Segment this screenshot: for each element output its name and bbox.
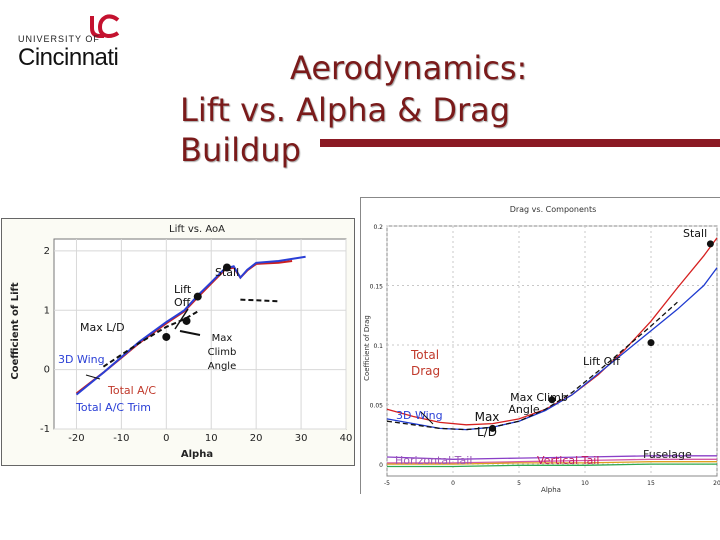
lift-ann-maxclimb-2: Climb bbox=[208, 347, 237, 358]
lift-y-tick-label: 0 bbox=[44, 365, 50, 376]
lift-pointer-maxclimb bbox=[179, 330, 201, 336]
drag-tick-labels: -5 0 5 10 15 20 0 0.05 0.1 0.15 0.2 bbox=[370, 224, 720, 487]
drag-y-tick-label: 0 bbox=[379, 462, 383, 469]
drag-ann-maxclimb-2: Angle bbox=[508, 403, 540, 416]
drag-markers bbox=[489, 240, 714, 432]
drag-plot-area bbox=[386, 225, 718, 477]
drag-ann-maxld-1: Max bbox=[475, 410, 500, 424]
drag-chart-title: Drag vs. Components bbox=[510, 205, 597, 214]
lift-chart-title: Lift vs. AoA bbox=[169, 224, 225, 235]
lift-x-tick-label: -10 bbox=[113, 433, 129, 444]
drag-series-line-4 bbox=[387, 458, 717, 464]
lift-y-tick-label: 2 bbox=[44, 246, 50, 257]
drag-ann-stall: Stall bbox=[683, 227, 707, 240]
lift-marker-lift-off bbox=[193, 292, 202, 301]
lift-series-group bbox=[75, 255, 306, 396]
lift-ann-wing: 3D Wing bbox=[58, 353, 105, 366]
drag-x-tick-label: 5 bbox=[517, 480, 521, 487]
drag-ann-maxclimb-1: Max Climb bbox=[510, 391, 568, 404]
lift-ann-maxld: Max L/D bbox=[80, 321, 125, 334]
drag-y-tick-label: 0.05 bbox=[370, 403, 384, 410]
logo-cincinnati: Cincinnati bbox=[18, 44, 119, 71]
drag-marker-stall bbox=[706, 240, 714, 248]
drag-ann-total-2: Drag bbox=[411, 364, 440, 378]
drag-y-tick-label: 0.15 bbox=[370, 284, 384, 291]
lift-ann-liftoff-2: Off bbox=[174, 296, 191, 309]
drag-x-tick-label: 10 bbox=[581, 480, 589, 487]
lift-x-tick-label: 30 bbox=[295, 433, 308, 444]
lift-x-axis-label: Alpha bbox=[181, 449, 213, 460]
lift-ann-total: Total A/C bbox=[107, 384, 156, 397]
lift-chart-panel: Lift vs. AoA -20 -10 0 10 20 30 40 -1 0 1 2 Alpha … bbox=[1, 218, 355, 466]
lift-ann-trim: Total A/C Trim bbox=[75, 401, 151, 414]
lift-markers bbox=[162, 263, 231, 341]
drag-marker-max-climb bbox=[548, 396, 556, 404]
lift-y-axis-label: Coefficient of Lift bbox=[10, 282, 21, 380]
drag-y-axis-label: Coefficient of Drag bbox=[363, 315, 371, 381]
drag-ann-maxld-2: L/D bbox=[477, 425, 497, 439]
drag-ann-fuselage: Fuselage bbox=[643, 448, 692, 461]
lift-y-tick-label: 1 bbox=[44, 305, 50, 316]
drag-ann-liftoff: Lift Off bbox=[583, 355, 620, 368]
lift-series-line-2 bbox=[102, 310, 199, 368]
drag-pointer-wing bbox=[420, 411, 434, 425]
drag-ann-vtail: Vertical Tail bbox=[537, 454, 599, 467]
drag-y-tick-label: 0.1 bbox=[373, 343, 383, 350]
drag-ann-htail: Horizontal Tail bbox=[395, 454, 472, 467]
logo-university-of: UNIVERSITY OF bbox=[18, 34, 100, 44]
lift-x-tick-label: 40 bbox=[340, 433, 353, 444]
lift-series-line-1 bbox=[75, 255, 306, 396]
drag-series-line-6 bbox=[387, 463, 717, 468]
drag-ann-wing: 3D Wing bbox=[396, 409, 443, 422]
lift-ann-maxclimb-3: Angle bbox=[208, 361, 236, 372]
drag-series-group bbox=[386, 237, 718, 468]
lift-x-tick-label: 10 bbox=[205, 433, 218, 444]
lift-grid bbox=[54, 239, 347, 430]
drag-marker-max-ld bbox=[489, 424, 497, 432]
lift-series-line-3 bbox=[240, 298, 279, 303]
lift-ann-stall: Stall bbox=[215, 266, 239, 279]
drag-x-axis-label: Alpha bbox=[541, 486, 561, 494]
lift-marker-max-climb bbox=[182, 316, 191, 325]
drag-x-tick-label: 20 bbox=[713, 480, 720, 487]
drag-y-tick-label: 0.2 bbox=[373, 224, 383, 231]
drag-chart-panel: Drag vs. Components -5 0 5 10 15 20 0 0.05 0.1 0.… bbox=[360, 197, 720, 494]
drag-chart: Drag vs. Components -5 0 5 10 15 20 0 0.05 0.1 0.… bbox=[363, 205, 720, 494]
slide-title-line1: Aerodynamics: bbox=[290, 49, 528, 87]
drag-x-tick-label: 0 bbox=[451, 480, 455, 487]
uc-monogram-icon bbox=[90, 14, 120, 39]
drag-series-line-2 bbox=[386, 301, 678, 431]
drag-series-line-3 bbox=[386, 455, 717, 460]
lift-pointer-wing bbox=[85, 374, 101, 380]
lift-ann-maxclimb-1: Max bbox=[212, 333, 233, 344]
university-logo: UNIVERSITY OF Cincinnati bbox=[18, 12, 138, 71]
drag-marker-lift-off bbox=[647, 339, 655, 347]
lift-ann-liftoff-1: Lift bbox=[174, 283, 192, 296]
lift-marker-stall bbox=[222, 263, 231, 272]
lift-x-tick-label: -20 bbox=[68, 433, 84, 444]
lift-y-tick-label: -1 bbox=[40, 424, 50, 435]
drag-x-tick-label: 15 bbox=[647, 480, 655, 487]
drag-x-tick-label: -5 bbox=[384, 480, 390, 487]
lift-pointer-liftoff bbox=[174, 308, 189, 330]
lift-marker-max-ld bbox=[162, 332, 171, 341]
slide-title-line2: Lift vs. Alpha & Drag Buildup bbox=[180, 91, 511, 169]
drag-series-line-5 bbox=[387, 461, 717, 465]
lift-x-tick-label: 20 bbox=[250, 433, 263, 444]
title-divider bbox=[320, 139, 720, 147]
lift-x-tick-label: 0 bbox=[163, 433, 169, 444]
drag-ann-total-1: Total bbox=[410, 348, 439, 362]
